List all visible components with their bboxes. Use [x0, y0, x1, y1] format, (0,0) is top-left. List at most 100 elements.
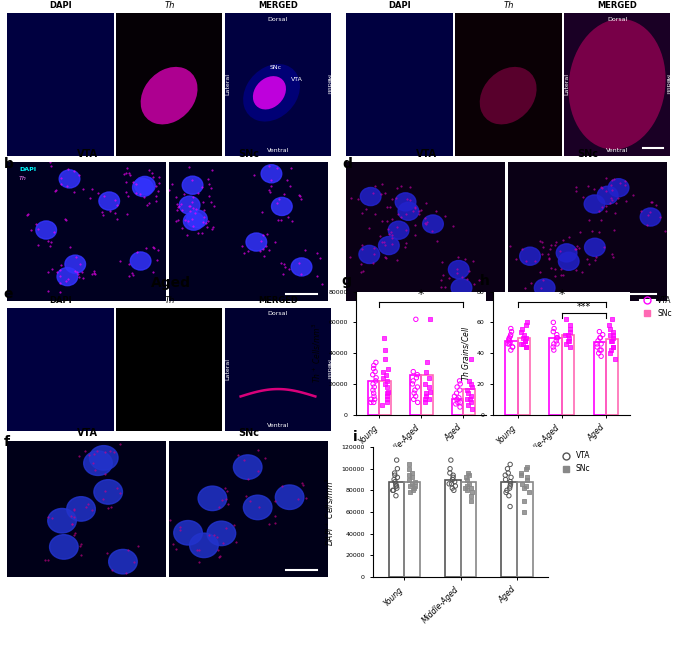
Point — [549, 323, 560, 334]
Text: DAPI: DAPI — [388, 1, 411, 10]
Point — [504, 332, 515, 343]
Point — [466, 483, 477, 493]
Point — [519, 329, 530, 340]
Circle shape — [534, 279, 555, 297]
Point — [403, 459, 414, 470]
Point — [445, 455, 456, 465]
Point — [460, 472, 471, 483]
Point — [548, 318, 559, 328]
Point — [519, 483, 530, 493]
Y-axis label: $Th$ Grains/Cell: $Th$ Grains/Cell — [460, 325, 471, 381]
Point — [449, 391, 460, 402]
Circle shape — [275, 485, 304, 509]
Bar — [593, 342, 606, 415]
Point — [605, 323, 616, 334]
Circle shape — [556, 244, 577, 262]
Point — [521, 332, 532, 343]
Point — [369, 360, 379, 371]
Bar — [562, 334, 574, 415]
Point — [390, 481, 401, 491]
Point — [595, 345, 606, 355]
Point — [564, 327, 575, 337]
Circle shape — [234, 455, 262, 480]
Point — [405, 481, 416, 491]
Point — [420, 378, 431, 389]
Point — [596, 345, 607, 355]
Point — [420, 397, 431, 408]
Point — [506, 329, 516, 340]
Point — [500, 470, 511, 480]
Point — [516, 468, 527, 478]
Point — [420, 391, 431, 402]
Point — [369, 391, 379, 402]
Point — [462, 468, 473, 478]
Point — [505, 459, 516, 470]
Point — [502, 463, 513, 474]
Point — [371, 357, 382, 367]
Point — [451, 382, 462, 392]
Point — [516, 470, 527, 480]
Point — [521, 318, 532, 328]
Bar — [460, 481, 477, 577]
Point — [450, 399, 461, 409]
Point — [505, 481, 516, 491]
Point — [595, 332, 606, 343]
Point — [504, 339, 515, 349]
Point — [461, 485, 472, 496]
Point — [551, 336, 562, 346]
Point — [369, 394, 380, 404]
Point — [519, 336, 530, 346]
Bar — [451, 399, 463, 415]
Point — [466, 403, 477, 414]
Point — [597, 329, 608, 340]
Text: e: e — [3, 287, 13, 301]
Point — [516, 327, 527, 337]
Point — [463, 470, 474, 480]
Circle shape — [261, 165, 282, 183]
Point — [503, 339, 514, 349]
Point — [465, 496, 476, 506]
Text: Ventral: Ventral — [606, 148, 628, 153]
Point — [462, 394, 473, 404]
Point — [454, 376, 465, 386]
Bar — [445, 480, 460, 577]
Text: VTA: VTA — [77, 150, 97, 159]
Point — [523, 487, 534, 498]
Point — [506, 323, 516, 334]
Circle shape — [243, 495, 272, 520]
Point — [521, 342, 532, 353]
Point — [462, 388, 473, 399]
Point — [447, 474, 458, 485]
Bar — [368, 381, 379, 415]
Point — [408, 367, 419, 377]
Point — [564, 332, 575, 343]
Text: MERGED: MERGED — [258, 296, 299, 305]
Circle shape — [246, 233, 266, 251]
Bar — [388, 481, 404, 577]
Point — [466, 354, 477, 364]
Point — [522, 474, 533, 485]
Circle shape — [640, 208, 661, 226]
Text: Medial: Medial — [664, 74, 669, 95]
Point — [408, 485, 419, 496]
Point — [406, 468, 417, 478]
Circle shape — [109, 550, 137, 574]
Text: SNc: SNc — [238, 150, 260, 159]
Point — [388, 485, 399, 496]
Y-axis label: $DAPI^+$ Cells/mm$^3$: $DAPI^+$ Cells/mm$^3$ — [323, 478, 336, 546]
Text: SNc: SNc — [577, 150, 599, 159]
Point — [454, 385, 465, 395]
Text: Medial: Medial — [325, 359, 330, 380]
Ellipse shape — [243, 64, 300, 122]
Point — [389, 470, 400, 480]
Point — [382, 388, 393, 399]
Circle shape — [59, 170, 80, 188]
Point — [371, 373, 382, 383]
Point — [519, 496, 530, 506]
Point — [425, 386, 436, 397]
Point — [447, 483, 458, 493]
Point — [516, 323, 527, 334]
Point — [382, 386, 393, 397]
Point — [409, 483, 420, 493]
Point — [377, 373, 388, 383]
